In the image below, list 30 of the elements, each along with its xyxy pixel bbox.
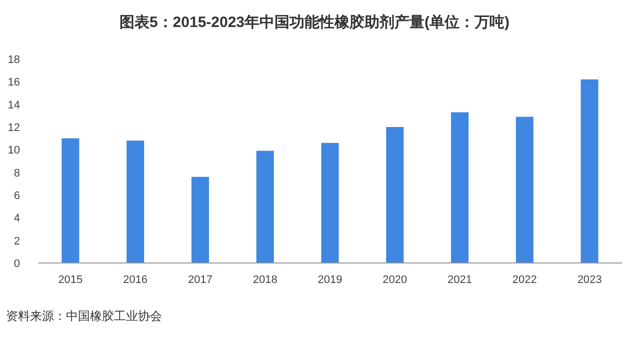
bar <box>516 116 534 263</box>
text: 资料来源：中国橡胶工业协会 <box>6 309 162 323</box>
y-tick-label: 10 <box>8 144 20 157</box>
y-tick-label: 2 <box>14 235 20 248</box>
x-tick-label: 2016 <box>123 274 148 286</box>
y-tick-label: 0 <box>14 258 20 270</box>
bar <box>386 127 404 263</box>
x-tick-label: 2020 <box>382 274 408 286</box>
x-tick-label: 2017 <box>188 274 212 286</box>
y-tick-label: 14 <box>8 99 20 112</box>
bar <box>321 142 339 263</box>
x-tick-label: 2023 <box>577 274 602 286</box>
bar <box>126 140 144 263</box>
x-tick-label: 2019 <box>318 274 342 286</box>
y-tick-label: 16 <box>8 76 20 89</box>
chart-title: 图表5：2015-2023年中国功能性橡胶助剂产量(单位：万吨) <box>119 13 510 31</box>
bar <box>256 150 274 263</box>
bar <box>62 138 80 263</box>
x-tick-label: 2022 <box>512 274 537 286</box>
y-tick-label: 8 <box>14 167 20 180</box>
bar <box>191 176 209 263</box>
bar <box>451 112 469 263</box>
y-tick-label: 12 <box>8 122 20 134</box>
bar <box>580 79 598 263</box>
x-tick-label: 2015 <box>58 274 83 286</box>
y-tick-label: 4 <box>14 212 20 225</box>
y-tick-label: 6 <box>14 190 20 202</box>
x-tick-label: 2021 <box>448 274 472 286</box>
x-tick-label: 2018 <box>252 274 278 286</box>
y-tick-label: 18 <box>8 54 20 66</box>
